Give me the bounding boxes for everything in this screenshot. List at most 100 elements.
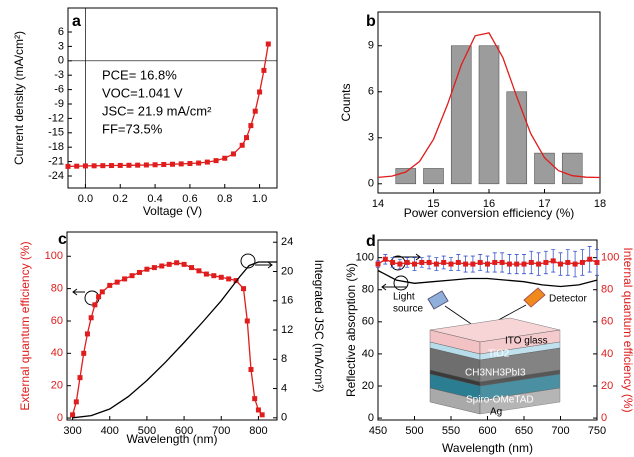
marker <box>426 259 432 265</box>
x-tick-label: 18 <box>594 198 606 210</box>
y-axis-label: Current density (mA/cm²) <box>12 31 26 165</box>
marker <box>419 259 425 265</box>
marker <box>187 161 193 167</box>
y-tick-label: 0 <box>368 178 374 190</box>
marker <box>470 261 476 267</box>
y-tick-label: 0 <box>58 55 64 67</box>
marker <box>492 259 498 265</box>
x-tick-label: 700 <box>212 425 230 437</box>
layer-right <box>479 387 561 415</box>
marker <box>100 163 106 169</box>
marker <box>204 159 210 165</box>
y-tick-label: 9 <box>368 40 374 52</box>
data-line <box>377 269 598 288</box>
x-tick-label: 550 <box>442 425 460 437</box>
annotation: ITO glass <box>505 336 548 347</box>
marker <box>196 268 202 274</box>
x-tick-label: 700 <box>551 425 569 437</box>
marker <box>514 261 520 267</box>
y-tick-label: -12 <box>48 112 64 124</box>
guide-circle <box>240 253 256 269</box>
marker <box>259 412 265 418</box>
y-axis-label: Counts <box>339 83 353 121</box>
marker <box>226 276 232 282</box>
panel-letter: c <box>58 231 67 248</box>
y-tick-label: 3 <box>368 132 374 144</box>
bar <box>534 152 555 185</box>
y-tick-label: 40 <box>362 348 374 360</box>
y-tick-label: -3 <box>54 69 64 81</box>
marker <box>77 375 83 381</box>
marker <box>74 163 80 169</box>
y2-tick-label: 12 <box>281 324 293 336</box>
y-tick-label: -9 <box>54 98 64 110</box>
x-tick-label: 500 <box>405 425 423 437</box>
y-tick-label: -21 <box>48 156 64 168</box>
x-tick-label: 500 <box>138 425 156 437</box>
marker <box>397 261 403 267</box>
guide-arrow <box>255 261 273 269</box>
guide-circle <box>393 275 409 291</box>
marker <box>88 315 94 321</box>
marker <box>536 261 542 267</box>
marker <box>70 412 76 418</box>
bar <box>423 168 444 185</box>
y2-tick-label: 4 <box>281 382 287 394</box>
marker <box>528 259 534 265</box>
marker <box>92 302 98 308</box>
marker <box>543 259 549 265</box>
marker <box>463 261 469 267</box>
marker <box>448 261 454 267</box>
x-tick-label: 750 <box>588 425 606 437</box>
marker <box>91 163 97 169</box>
marker <box>506 261 512 267</box>
y-tick-label: 100 <box>356 252 374 264</box>
y2-tick-label: 8 <box>281 353 287 365</box>
y-tick-label: 6 <box>58 26 64 38</box>
y2-axis-label: Internal quantum efficiency (%) <box>621 247 634 412</box>
marker <box>244 318 250 324</box>
marker <box>239 142 245 148</box>
marker <box>404 259 410 265</box>
x-tick-label: 0.2 <box>113 193 128 205</box>
y-tick-label: 80 <box>362 284 374 296</box>
marker <box>412 261 417 267</box>
marker <box>390 259 396 265</box>
marker <box>248 367 254 373</box>
marker <box>174 260 180 266</box>
x-axis-label: Wavelength (nm) <box>442 441 533 455</box>
bar <box>478 45 500 185</box>
marker <box>117 162 123 168</box>
y-tick-label: 0 <box>57 412 63 424</box>
y-tick-label: 3 <box>58 40 64 52</box>
y2-tick-label: 100 <box>601 252 619 264</box>
marker <box>550 258 556 264</box>
y-tick-label: -15 <box>48 127 64 139</box>
marker <box>252 396 258 402</box>
bar <box>506 91 528 185</box>
annotation: VOC=1.041 V <box>102 85 183 100</box>
y2-tick-label: 80 <box>601 284 613 296</box>
panel-letter: b <box>366 13 376 30</box>
x-axis-label: Wavelength (nm) <box>127 432 218 446</box>
x-tick-label: 400 <box>101 425 119 437</box>
marker <box>222 155 228 161</box>
data-line <box>72 261 277 419</box>
marker <box>244 135 250 141</box>
marker <box>151 265 157 271</box>
marker <box>477 259 483 265</box>
marker <box>166 261 172 267</box>
bar <box>395 168 417 185</box>
marker <box>218 274 224 280</box>
marker <box>375 261 381 267</box>
marker <box>122 276 128 282</box>
marker <box>558 261 563 267</box>
marker <box>255 407 261 413</box>
marker <box>587 256 593 262</box>
marker <box>107 282 113 288</box>
marker <box>213 158 219 164</box>
y2-tick-label: 24 <box>281 236 293 248</box>
y2-tick-label: 60 <box>601 316 613 328</box>
marker <box>96 294 102 300</box>
guide-arrow <box>72 288 85 296</box>
